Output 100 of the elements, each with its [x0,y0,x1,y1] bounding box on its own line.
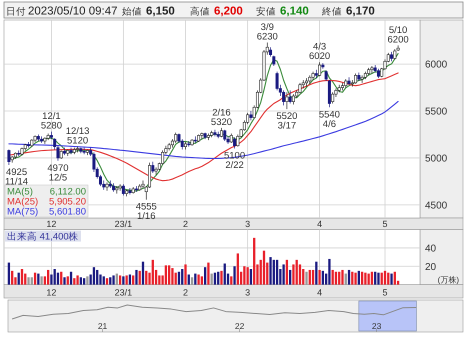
x-tick-label: 2 [183,288,188,298]
bar [332,270,334,285]
annotation: 4970 12/5 [47,162,69,184]
bar [80,277,82,285]
annotation: 3/9 6230 [256,22,278,43]
text: 始値 [122,6,142,18]
candlestick [122,184,125,196]
bar [54,269,56,285]
bar [102,276,105,285]
x-tick-label: 4 [317,288,322,298]
bar [358,270,360,285]
candlestick [340,82,344,91]
candlestick [390,52,394,62]
text: MA(75) [7,206,38,218]
bar [272,260,275,285]
candlestick [220,128,223,138]
annotation: 2/16 5320 [210,107,232,128]
annotation: 5/10 6200 [388,24,409,46]
x-tick-label: 21 [98,321,108,331]
bar [351,272,354,285]
bar [109,277,112,285]
annotation: 12/13 5120 [66,126,90,147]
candlestick [151,161,154,174]
bar [246,267,249,285]
bar [204,267,206,285]
annotation: 4925 11/14 [4,166,28,188]
candlestick [272,55,276,66]
candlestick [285,92,288,110]
bar [217,272,220,285]
candlestick [223,129,226,142]
bar [73,278,76,285]
bar [380,272,383,285]
y-tick-label: 6000 [425,60,448,71]
candlestick [318,62,322,77]
candlestick [288,90,292,104]
x-tick-label: 23 [372,321,382,331]
candlestick [134,186,138,192]
candlestick [7,149,10,166]
x-tick-label: 5 [382,288,388,298]
annotation: 出来高 41,400株 [7,230,79,243]
bar [60,272,62,285]
text: 6,170 [346,6,375,18]
text: 日付 [6,6,26,18]
bar [66,276,69,285]
annotation: 5540 4/6 [318,109,340,130]
bar [200,276,204,285]
bar [138,270,141,285]
annotation: 6,112.00 [50,186,86,198]
bar [253,238,256,285]
x-tick-label: 5 [382,219,388,230]
y-axis-title: (万株) [438,276,460,285]
candlestick [298,82,302,94]
bar [18,272,20,285]
text: MA(5) [7,186,33,198]
bar [122,276,125,285]
y-tick-label: 20 [425,262,437,273]
candlestick [331,92,334,104]
bar [289,270,292,285]
candlestick [393,48,396,60]
bar [296,260,298,285]
x-tick-label: 4 [317,219,322,230]
bar [11,270,14,285]
candlestick [249,110,252,121]
annotation: 4555 1/16 [136,202,157,222]
candlestick [27,142,30,148]
candlestick [292,94,295,105]
line-series [8,100,399,160]
bar [145,270,148,285]
candlestick [50,131,53,140]
bar [236,253,239,285]
annotation: 5520 3/17 [276,111,298,132]
bar [286,260,288,285]
bar [230,276,232,285]
candlestick [174,132,178,144]
bar [194,274,196,285]
candlestick [63,147,66,156]
text: 2023/05/10 09:47 [28,6,118,18]
bar [338,272,340,285]
candlestick [376,68,380,79]
annotation: 12/1 5280 [40,111,62,132]
x-tick-label: 3 [245,219,250,230]
bar [118,275,122,285]
x-tick-label: 12 [46,219,56,230]
bar [125,275,128,285]
x-tick-label: 2 [183,219,188,230]
bar [364,272,367,285]
candlestick [76,146,80,153]
bar [368,274,370,285]
bar [243,266,246,285]
annotation: 5,601.80 [49,206,86,218]
text: 6,200 [214,6,243,18]
bar [96,270,98,285]
bar [37,274,40,285]
bar [168,265,170,285]
x-tick-label: 12 [46,288,56,298]
x-tick-label: 23/1 [114,288,132,298]
candlestick [230,133,233,144]
bar [188,274,190,285]
y-tick-label: 4500 [425,200,448,212]
bar [315,262,318,285]
